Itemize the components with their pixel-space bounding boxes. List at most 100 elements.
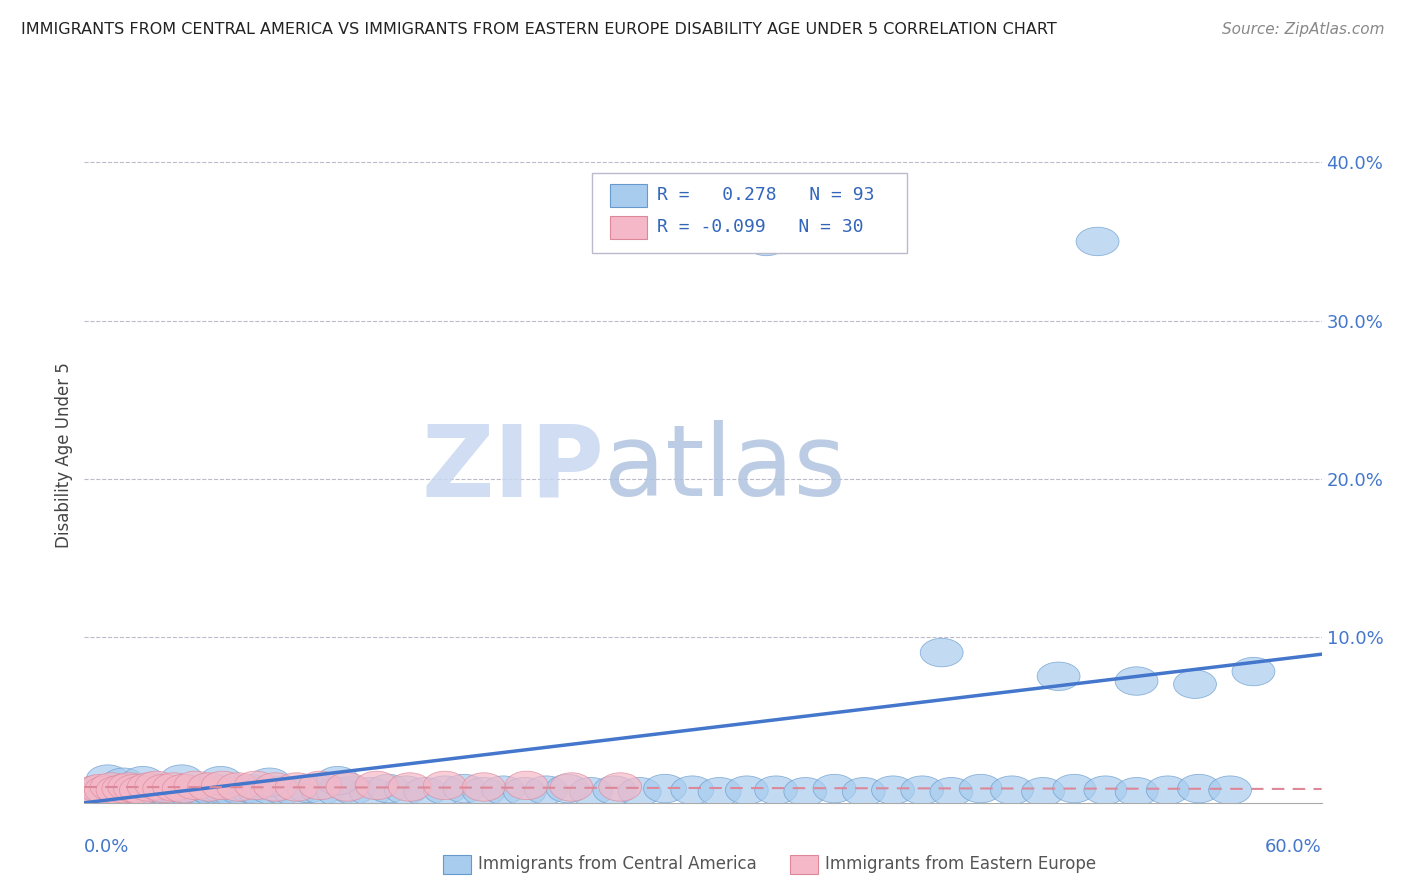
Ellipse shape — [1232, 657, 1275, 686]
Ellipse shape — [482, 776, 524, 805]
Ellipse shape — [204, 776, 246, 805]
Ellipse shape — [929, 778, 973, 806]
Ellipse shape — [921, 639, 963, 667]
Ellipse shape — [1076, 227, 1119, 256]
Ellipse shape — [1038, 662, 1080, 690]
Y-axis label: Disability Age Under 5: Disability Age Under 5 — [55, 362, 73, 548]
Ellipse shape — [94, 778, 136, 806]
Ellipse shape — [73, 776, 115, 805]
Ellipse shape — [150, 776, 194, 805]
Ellipse shape — [180, 776, 222, 805]
Ellipse shape — [254, 772, 297, 801]
Ellipse shape — [186, 774, 229, 803]
Ellipse shape — [367, 774, 409, 803]
Ellipse shape — [745, 227, 787, 256]
Ellipse shape — [153, 772, 195, 801]
Ellipse shape — [872, 776, 914, 805]
Ellipse shape — [170, 776, 212, 805]
Text: 60.0%: 60.0% — [1265, 838, 1322, 855]
Ellipse shape — [785, 195, 827, 224]
Ellipse shape — [127, 774, 170, 803]
Bar — [610, 216, 647, 239]
Ellipse shape — [197, 776, 240, 805]
Ellipse shape — [463, 778, 505, 806]
Text: IMMIGRANTS FROM CENTRAL AMERICA VS IMMIGRANTS FROM EASTERN EUROPE DISABILITY AGE: IMMIGRANTS FROM CENTRAL AMERICA VS IMMIG… — [21, 22, 1057, 37]
Ellipse shape — [134, 776, 176, 805]
Ellipse shape — [83, 776, 125, 805]
Ellipse shape — [162, 774, 205, 803]
Ellipse shape — [86, 764, 129, 793]
Ellipse shape — [101, 774, 145, 803]
Ellipse shape — [115, 776, 159, 805]
Ellipse shape — [191, 778, 235, 806]
Ellipse shape — [524, 776, 568, 805]
Ellipse shape — [550, 772, 593, 801]
Ellipse shape — [160, 764, 204, 793]
Ellipse shape — [101, 768, 145, 797]
Ellipse shape — [546, 774, 589, 803]
Ellipse shape — [316, 766, 359, 795]
Ellipse shape — [273, 778, 316, 806]
Ellipse shape — [1177, 774, 1220, 803]
Ellipse shape — [599, 772, 641, 801]
Ellipse shape — [229, 774, 271, 803]
Ellipse shape — [143, 774, 186, 803]
Ellipse shape — [247, 768, 291, 797]
Ellipse shape — [120, 776, 162, 805]
Ellipse shape — [316, 778, 359, 806]
Text: Source: ZipAtlas.com: Source: ZipAtlas.com — [1222, 22, 1385, 37]
Ellipse shape — [813, 774, 856, 803]
Ellipse shape — [1146, 776, 1189, 805]
Ellipse shape — [423, 776, 467, 805]
Ellipse shape — [166, 778, 209, 806]
Ellipse shape — [959, 774, 1002, 803]
Ellipse shape — [84, 776, 127, 805]
Ellipse shape — [699, 778, 741, 806]
Ellipse shape — [569, 778, 613, 806]
Ellipse shape — [250, 776, 292, 805]
Ellipse shape — [159, 778, 201, 806]
Bar — [610, 184, 647, 207]
Ellipse shape — [162, 774, 205, 803]
Ellipse shape — [120, 776, 162, 805]
Ellipse shape — [326, 772, 368, 801]
Ellipse shape — [235, 772, 277, 799]
Ellipse shape — [143, 774, 186, 803]
Ellipse shape — [276, 772, 318, 801]
Ellipse shape — [423, 772, 467, 799]
Ellipse shape — [463, 772, 505, 801]
Ellipse shape — [443, 774, 485, 803]
Ellipse shape — [111, 778, 155, 806]
Ellipse shape — [725, 776, 768, 805]
Ellipse shape — [671, 776, 714, 805]
Ellipse shape — [388, 772, 432, 801]
Ellipse shape — [842, 778, 886, 806]
Ellipse shape — [136, 778, 180, 806]
Ellipse shape — [384, 776, 427, 805]
Text: R =   0.278   N = 93: R = 0.278 N = 93 — [657, 186, 875, 203]
Ellipse shape — [96, 776, 139, 805]
Ellipse shape — [131, 778, 174, 806]
Ellipse shape — [1209, 776, 1251, 805]
Ellipse shape — [262, 776, 305, 805]
Ellipse shape — [217, 772, 260, 801]
Ellipse shape — [1053, 774, 1095, 803]
Ellipse shape — [238, 778, 281, 806]
Ellipse shape — [90, 772, 134, 801]
Ellipse shape — [755, 776, 797, 805]
Text: ZIP: ZIP — [422, 420, 605, 517]
Ellipse shape — [105, 778, 149, 806]
Ellipse shape — [356, 772, 398, 799]
Ellipse shape — [332, 776, 374, 805]
Text: 0.0%: 0.0% — [84, 838, 129, 855]
Ellipse shape — [404, 778, 447, 806]
Ellipse shape — [593, 776, 636, 805]
Ellipse shape — [287, 774, 330, 803]
Ellipse shape — [108, 772, 150, 801]
Ellipse shape — [219, 776, 262, 805]
Text: Immigrants from Central America: Immigrants from Central America — [478, 855, 756, 873]
Ellipse shape — [155, 776, 197, 805]
Ellipse shape — [200, 766, 242, 795]
Ellipse shape — [505, 772, 548, 799]
Ellipse shape — [901, 776, 943, 805]
